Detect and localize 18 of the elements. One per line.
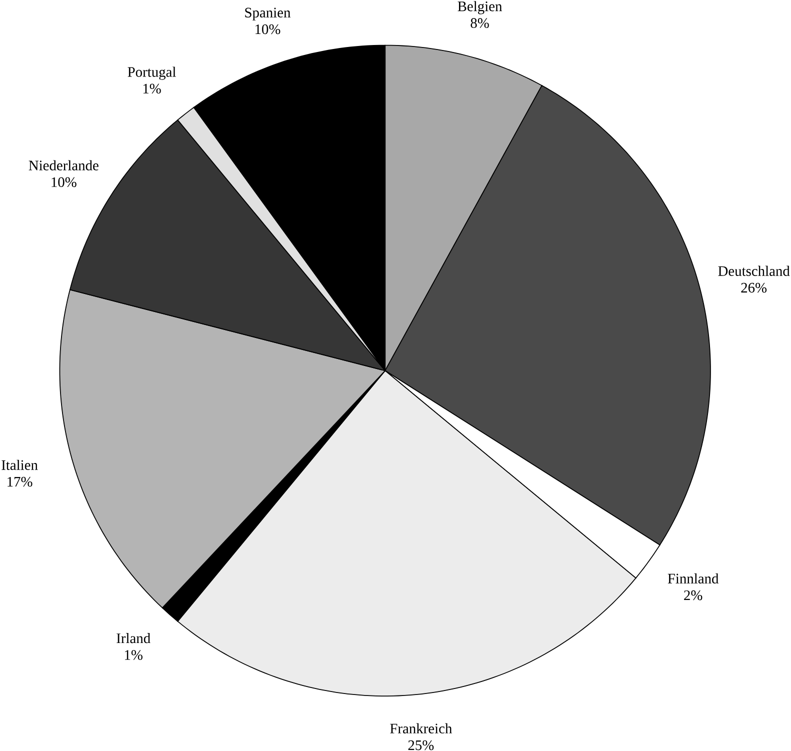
data-label: 17% [8,476,32,487]
data-label: 2% [684,590,702,600]
slice-label: Deutschland [718,266,790,276]
slice-label: Spanien [245,8,291,20]
data-label: 10% [256,24,280,34]
data-label: 8% [470,18,489,28]
slice-label: Finnland [668,573,719,584]
slice-label: Irland [116,632,150,644]
data-label: 1% [125,650,142,660]
data-label: 1% [143,84,161,94]
data-label: 10% [52,177,76,187]
slice-label: Belgien [458,0,502,14]
slice-label: Niederlande [28,160,98,170]
slice-label: Italien [2,460,38,470]
data-label: 25% [408,740,434,750]
slice-label: Frankreich [390,723,452,734]
data-label: 26% [741,282,767,293]
slice-label: Portugal [128,66,176,80]
